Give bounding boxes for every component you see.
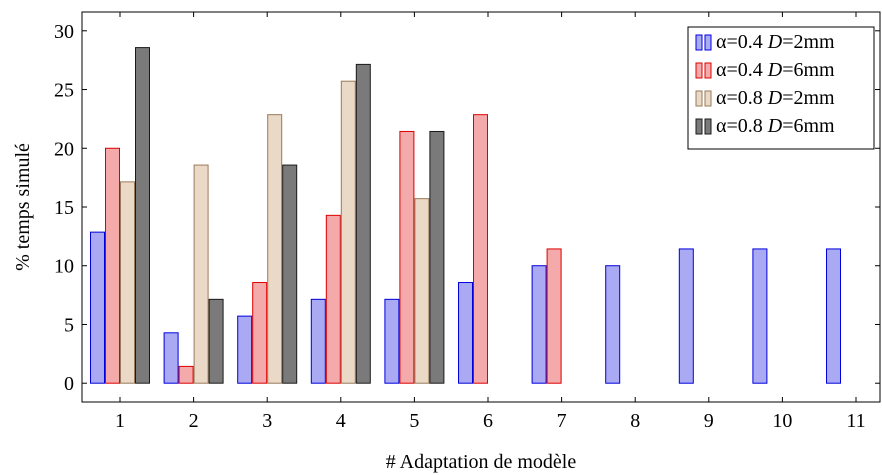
bar-s4-c2 xyxy=(208,298,224,384)
y-tick-label: 25 xyxy=(54,80,74,102)
bar-s3-c5 xyxy=(414,198,430,384)
y-tick-label: 10 xyxy=(54,256,74,278)
x-tick-label: 3 xyxy=(262,410,272,432)
x-tick-label: 6 xyxy=(483,410,493,432)
bar-s1-c6 xyxy=(458,282,473,384)
legend-box xyxy=(687,26,875,150)
bar-s1-c8 xyxy=(605,265,621,384)
x-tick-label: 1 xyxy=(115,410,125,432)
bar-s3-c4 xyxy=(340,80,356,384)
y-tick-label: 15 xyxy=(54,197,74,219)
bar-s2-c5 xyxy=(399,130,415,384)
legend-entry-label: α=0.8 D=2mm xyxy=(716,87,835,109)
bar-s2-c3 xyxy=(252,282,268,384)
bar-s2-c7 xyxy=(546,248,562,384)
legend-swatch xyxy=(704,34,712,51)
legend: α=0.4 D=2mm α=0.4 D=6mm α=0.8 D=2mm α=0.8 D… xyxy=(687,26,875,150)
x-tick-label: 11 xyxy=(846,410,865,432)
bar-s2-c2 xyxy=(178,365,194,384)
legend-swatch xyxy=(695,118,703,135)
legend-swatch xyxy=(704,90,712,107)
x-tick-label: 7 xyxy=(557,410,567,432)
x-tick-label: 10 xyxy=(772,410,792,432)
x-tick-label: 4 xyxy=(336,410,346,432)
legend-swatch xyxy=(695,90,703,107)
x-axis-ticks: 1 2 3 4 5 6 7 8 9 10 11 xyxy=(115,12,866,432)
legend-swatch xyxy=(695,62,703,79)
bar-s1-c11 xyxy=(826,248,841,384)
bar-s1-c2 xyxy=(163,332,179,384)
bar-s1-c3 xyxy=(237,315,253,384)
x-tick-label: 9 xyxy=(704,410,714,432)
bar-s1-c1 xyxy=(90,231,105,384)
legend-entry-label: α=0.4 D=6mm xyxy=(716,59,835,81)
x-tick-label: 2 xyxy=(189,410,199,432)
y-tick-label: 30 xyxy=(54,21,74,43)
legend-swatch xyxy=(695,34,703,51)
bar-s3-c2 xyxy=(193,164,209,384)
x-tick-label: 8 xyxy=(630,410,640,432)
y-tick-label: 0 xyxy=(64,373,74,395)
bar-s3-c3 xyxy=(267,114,283,384)
bar-s1-c5 xyxy=(384,298,400,384)
bar-s4-c1 xyxy=(135,47,150,384)
bar-s2-c6 xyxy=(473,114,488,384)
y-tick-label: 20 xyxy=(54,138,74,160)
y-axis-ticks: 0 5 10 15 20 25 30 xyxy=(54,21,880,395)
bars-layer xyxy=(90,47,841,384)
y-axis-label: % temps simulé xyxy=(12,143,34,271)
bar-s3-c1 xyxy=(120,181,135,384)
bar-s1-c4 xyxy=(310,298,326,384)
bar-s1-c10 xyxy=(752,248,768,384)
x-axis-label: # Adaptation de modèle xyxy=(386,451,577,473)
bar-s4-c5 xyxy=(429,130,445,384)
legend-entry-label: α=0.8 D=6mm xyxy=(716,115,835,137)
legend-swatch xyxy=(704,118,712,135)
bar-s1-c7 xyxy=(531,265,547,384)
bar-s4-c4 xyxy=(355,63,371,384)
legend-swatch xyxy=(704,62,712,79)
bar-s1-c9 xyxy=(678,248,694,384)
bar-s4-c3 xyxy=(282,164,298,384)
bar-s2-c4 xyxy=(325,214,341,384)
legend-entry-label: α=0.4 D=2mm xyxy=(716,31,835,53)
bar-s2-c1 xyxy=(105,147,120,384)
x-tick-label: 5 xyxy=(409,410,419,432)
y-tick-label: 5 xyxy=(64,314,74,336)
plot-frame xyxy=(81,11,881,403)
